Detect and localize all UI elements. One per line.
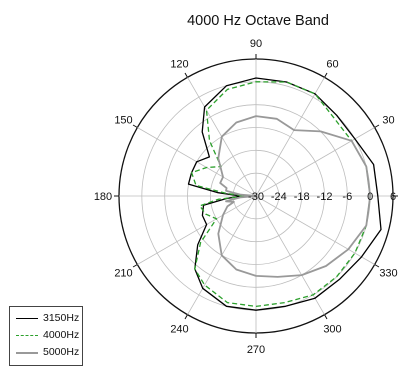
legend-item-3150hz: 3150Hz [10, 311, 82, 327]
legend: 3150Hz 4000Hz 5000Hz [9, 306, 83, 366]
angle-tick-label: 330 [379, 268, 397, 280]
angle-tick-label: 240 [170, 324, 188, 336]
angle-tick-mark [132, 264, 138, 268]
grid-spoke [255, 195, 375, 265]
angle-tick-label: 270 [247, 344, 265, 356]
legend-item-5000hz: 5000Hz [10, 345, 82, 361]
angle-tick-mark [374, 124, 380, 128]
angle-tick-label: 150 [114, 115, 132, 127]
legend-swatch [16, 335, 38, 336]
grid-spoke [255, 195, 325, 315]
angle-tick-label: 300 [323, 324, 341, 336]
series-line-5000hz [217, 115, 372, 278]
angle-tick-mark [132, 124, 138, 128]
angle-tick-mark [324, 314, 328, 320]
angle-tick-mark [184, 72, 188, 78]
grid-spoke [137, 195, 257, 265]
legend-label: 4000Hz [43, 329, 80, 341]
angle-tick-labels: 0 30 60 90 120 150 180 210 240 270 300 330 [94, 38, 398, 356]
legend-swatch [16, 352, 38, 354]
legend-swatch [16, 318, 38, 319]
angle-tick-mark [374, 264, 380, 268]
angle-tick-label: 60 [326, 59, 338, 71]
angle-tick-mark [324, 72, 328, 78]
legend-label: 3150Hz [43, 312, 80, 324]
angle-tick-label: 30 [382, 115, 394, 127]
grid-spoke [255, 77, 325, 197]
radial-tick-label: 0 [367, 191, 373, 203]
chart-title: 4000 Hz Octave Band [187, 13, 329, 29]
series-group [187, 77, 382, 311]
angle-tick-label: 210 [114, 268, 132, 280]
radial-tick-labels: -30 -24 -18 -12 -6 0 6 [248, 191, 396, 203]
radial-tick-label: -24 [271, 191, 287, 203]
legend-item-4000hz: 4000Hz [10, 328, 82, 344]
radial-tick-label: -30 [248, 191, 264, 203]
radial-tick-label: -18 [294, 191, 310, 203]
series-line-4000hz [190, 81, 371, 308]
angle-tick-mark [184, 314, 188, 320]
angle-tick-label: 120 [170, 59, 188, 71]
radial-tick-label: 6 [390, 191, 396, 203]
angle-tick-label: 90 [250, 38, 262, 50]
radial-tick-label: -12 [317, 191, 333, 203]
radial-tick-label: -6 [342, 191, 352, 203]
legend-label: 5000Hz [43, 346, 80, 358]
grid-spoke [255, 127, 375, 197]
angle-tick-label: 180 [94, 191, 112, 203]
